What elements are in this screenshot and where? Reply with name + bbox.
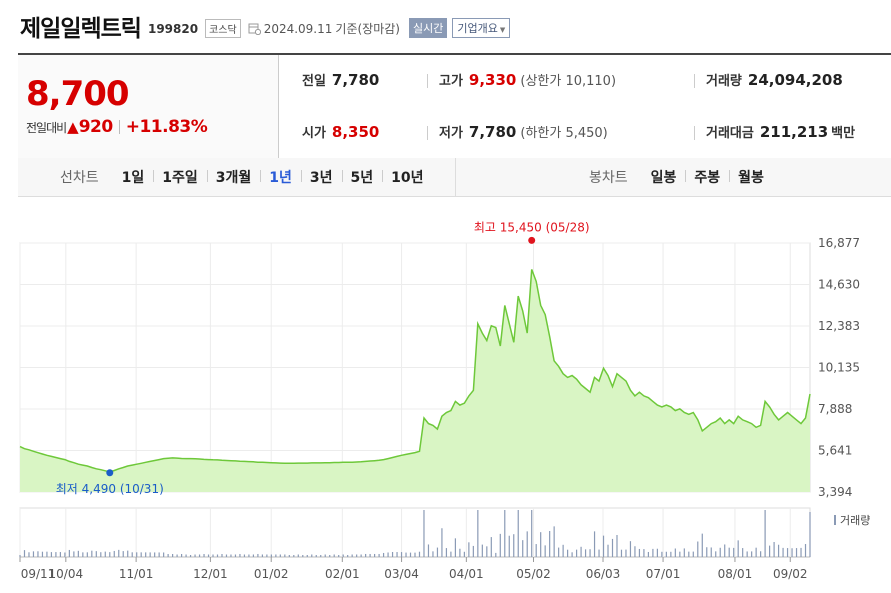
tab-weekly[interactable]: 주봉: [685, 167, 729, 187]
x-tick-label: 07/01: [646, 567, 681, 581]
amount-label: 거래대금: [706, 126, 754, 141]
quote-date: 2024.09.11: [263, 21, 333, 36]
line-chart-tabs: 선차트 1일 1주일 3개월 1년 3년 5년 10년: [60, 158, 433, 196]
candle-chart-label: 봉차트: [589, 170, 628, 186]
volume: 거래량 24,094,208: [706, 70, 843, 89]
volume-legend-swatch: [834, 515, 836, 525]
high-annotation: 최고 15,450 (05/28): [474, 220, 590, 234]
y-tick-label: 12,383: [818, 319, 860, 333]
y-tick-label: 3,394: [818, 485, 852, 499]
volume-legend: 거래량: [840, 514, 870, 527]
chevron-down-icon: ▼: [499, 26, 506, 34]
current-price-box: 8,700 전일대비 ▲ 920 +11.83%: [18, 55, 279, 158]
company-overview-dropdown[interactable]: 기업개요 ▼: [452, 18, 511, 38]
realtime-button[interactable]: 실시간: [408, 18, 448, 38]
tab-1y[interactable]: 1년: [260, 167, 301, 187]
prev-close-label: 전일: [302, 74, 326, 89]
company-overview-label: 기업개요: [457, 22, 498, 35]
current-price: 8,700: [26, 74, 130, 114]
tab-daily[interactable]: 일봉: [650, 170, 677, 186]
prev-close-value: 7,780: [331, 71, 380, 89]
amount-unit: 백만: [831, 126, 856, 141]
change-percent: +11.83%: [125, 117, 208, 137]
upper-limit: (상한가 10,110): [520, 74, 617, 89]
high-marker: [528, 236, 536, 244]
up-arrow-icon: ▲: [67, 118, 79, 136]
amount-value: 211,213: [759, 123, 829, 141]
low-label: 저가: [439, 126, 463, 141]
divider: [427, 126, 428, 140]
stock-name: 제일일렉트릭: [20, 16, 142, 42]
calendar-refresh-icon: [248, 23, 261, 35]
volume-frame: [19, 507, 811, 558]
tab-monthly[interactable]: 월봉: [729, 167, 773, 187]
stock-code: 199820: [147, 22, 199, 36]
x-tick-label: 05/02: [516, 567, 551, 581]
open-label: 시가: [302, 126, 326, 141]
change-label: 전일대비: [26, 120, 67, 135]
tab-1d[interactable]: 1일: [121, 170, 145, 186]
open-value: 8,350: [331, 123, 380, 141]
tab-1w[interactable]: 1주일: [153, 167, 207, 187]
y-tick-label: 7,888: [818, 402, 852, 416]
chart-grid: [19, 242, 811, 558]
x-tick-label: 09/02: [773, 567, 808, 581]
low-annotation: 최저 4,490 (10/31): [56, 482, 164, 496]
price-area: [20, 269, 810, 492]
price-summary: 8,700 전일대비 ▲ 920 +11.83% 전일 7,780 고가 9,330…: [18, 53, 891, 161]
high-value: 9,330: [468, 71, 517, 89]
divider: [694, 126, 695, 140]
stock-header: 제일일렉트릭 199820 코스닥 2024.09.11 기준(장마감) 실시간…: [20, 10, 511, 42]
divider: [455, 158, 456, 196]
x-tick-label: 10/04: [49, 567, 84, 581]
chart-tabs: 선차트 1일 1주일 3개월 1년 3년 5년 10년 봉차트 일봉 주봉 월봉: [18, 158, 891, 197]
quote-basis: 기준(장마감): [335, 22, 400, 36]
trade-amount: 거래대금 211,213 백만: [706, 122, 855, 141]
y-axis-ticks: 16,877 14,630 12,383 10,135 7,888 5,641 3,394: [818, 236, 860, 499]
tab-3y[interactable]: 3년: [300, 167, 342, 187]
x-tick-label: 03/04: [384, 567, 419, 581]
x-tick-label: 04/01: [449, 567, 484, 581]
x-tick-label: 06/03: [586, 567, 621, 581]
divider: [118, 120, 120, 134]
tab-3m[interactable]: 3개월: [206, 167, 261, 187]
x-tick-label: 08/01: [718, 567, 753, 581]
price-change: 전일대비 ▲ 920 +11.83%: [26, 117, 208, 137]
y-tick-label: 10,135: [818, 361, 860, 375]
market-badge: 코스닥: [205, 18, 241, 38]
low-value: 7,780: [468, 123, 517, 141]
x-tick-label: 11/01: [119, 567, 154, 581]
x-tick-label: 02/01: [325, 567, 360, 581]
prev-close: 전일 7,780: [302, 70, 379, 89]
y-tick-label: 16,877: [818, 236, 860, 250]
x-tick-label: 12/01: [193, 567, 228, 581]
volume-label: 거래량: [706, 74, 742, 89]
y-tick-label: 5,641: [818, 444, 852, 458]
tab-10y[interactable]: 10년: [382, 167, 432, 187]
open-price: 시가 8,350: [302, 122, 379, 141]
y-tick-label: 14,630: [818, 278, 860, 292]
x-tick-label: 01/02: [254, 567, 289, 581]
divider: [427, 74, 428, 88]
tab-5y[interactable]: 5년: [341, 167, 383, 187]
change-amount: 920: [78, 117, 114, 137]
volume-bars: [19, 510, 811, 557]
candle-chart-tabs: 봉차트 일봉 주봉 월봉: [589, 158, 773, 196]
line-chart-label: 선차트: [60, 170, 99, 186]
divider: [694, 74, 695, 88]
volume-value: 24,094,208: [747, 71, 843, 89]
high-label: 고가: [439, 74, 463, 89]
x-tick-label: 09/11: [21, 567, 56, 581]
low-marker: [106, 469, 114, 477]
price-line: [19, 269, 811, 473]
lower-limit: (하한가 5,450): [520, 126, 608, 141]
low-price: 저가 7,780 (하한가 5,450): [439, 122, 608, 141]
high-price: 고가 9,330 (상한가 10,110): [439, 70, 616, 89]
